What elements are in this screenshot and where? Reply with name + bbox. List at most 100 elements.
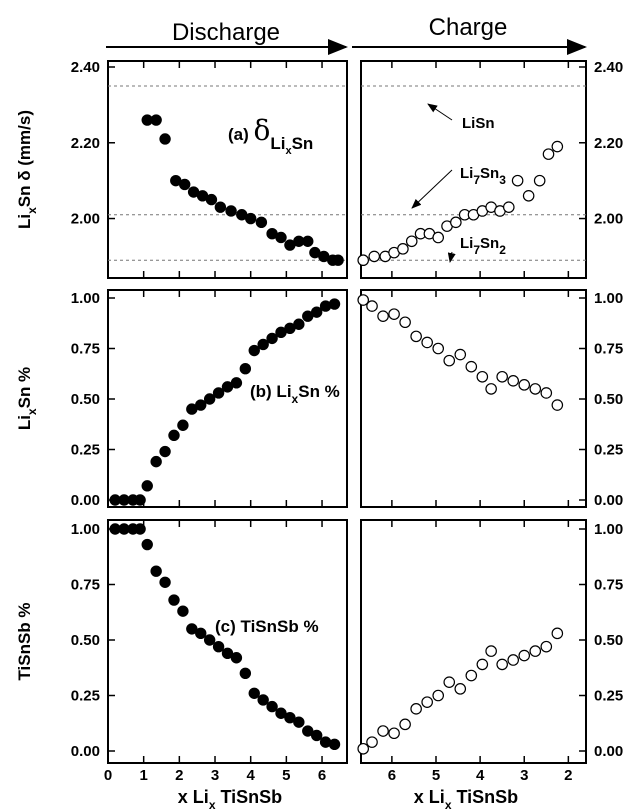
x-tick-label: 1 <box>139 767 147 784</box>
x-tick-label: 3 <box>520 767 528 784</box>
charge-point <box>366 300 378 312</box>
charge-point <box>507 654 520 666</box>
charge-point <box>368 250 381 263</box>
y-tick-label: 0.50 <box>71 632 100 649</box>
x-tick-label: 3 <box>211 767 219 784</box>
reference-label: Li7Sn2 <box>460 235 506 257</box>
y-tick-label: 0.50 <box>71 391 100 408</box>
y-tick-label-right: 0.50 <box>594 632 623 649</box>
discharge-point <box>195 399 207 411</box>
charge-point <box>388 308 400 320</box>
charge-point <box>540 640 553 653</box>
axes-frame-discharge <box>107 519 348 764</box>
charge-point <box>443 354 456 367</box>
y-tick-label-right: 0.50 <box>594 391 623 408</box>
discharge-point <box>214 201 227 213</box>
discharge-point <box>332 254 344 266</box>
y-tick-label-right: 2.00 <box>594 211 623 228</box>
discharge-point <box>275 707 287 719</box>
charge-point <box>388 727 400 740</box>
charge-point <box>476 370 489 383</box>
discharge-point <box>293 318 305 330</box>
discharge-point <box>177 419 189 431</box>
y-tick-label: 0.00 <box>71 743 100 760</box>
charge-point <box>529 383 542 395</box>
y-tick-label: 0.75 <box>71 577 100 594</box>
discharge-point <box>212 387 225 399</box>
charge-point <box>443 676 456 688</box>
charge-point <box>551 140 564 153</box>
charge-point <box>522 190 535 202</box>
y-tick-label-right: 1.00 <box>594 521 623 538</box>
y-tick-label: 0.25 <box>71 688 100 705</box>
charge-point <box>485 645 497 657</box>
discharge-point <box>159 576 171 588</box>
x-tick-label: 4 <box>247 767 256 784</box>
y-tick-label: 2.40 <box>71 59 100 76</box>
discharge-point <box>302 235 314 247</box>
charge-point <box>454 683 467 695</box>
y-tick-label: 1.00 <box>71 290 100 307</box>
y-tick-label: 0.75 <box>71 341 100 358</box>
charge-point <box>410 703 422 715</box>
discharge-point <box>141 538 153 551</box>
discharge-point <box>239 363 252 375</box>
discharge-point <box>302 725 314 737</box>
discharge-point <box>266 700 278 713</box>
discharge-point <box>168 594 180 606</box>
charge-point <box>421 336 433 349</box>
charge-point <box>518 649 531 662</box>
charge-point <box>357 742 370 755</box>
axes-frame-discharge <box>107 60 348 279</box>
x-tick-label: 0 <box>104 767 112 784</box>
charge-point <box>533 174 546 187</box>
discharge-point <box>134 494 146 506</box>
charge-point <box>450 216 462 229</box>
panel-label: (b) LixSn % <box>250 382 340 406</box>
charge-point <box>511 174 524 187</box>
charge-point <box>366 736 378 748</box>
charge-point <box>540 387 553 399</box>
reference-arrow <box>447 251 456 263</box>
discharge-point <box>203 393 216 405</box>
charge-point <box>507 375 520 387</box>
charge-point <box>496 370 508 383</box>
charge-point <box>405 235 418 248</box>
discharge-point <box>225 205 237 217</box>
discharge-point <box>310 306 323 318</box>
discharge-point <box>134 523 146 535</box>
charge-point <box>397 243 409 255</box>
discharge-point <box>284 712 296 724</box>
discharge-point <box>328 738 341 751</box>
y-tick-label-right: 2.40 <box>594 59 623 76</box>
discharge-point <box>159 133 171 145</box>
discharge-point <box>230 652 243 664</box>
discharge-point <box>178 178 191 191</box>
panel-label: (c) TiSnSb % <box>215 617 319 636</box>
discharge-point <box>244 212 257 225</box>
panel-label: (a) δLixSn <box>228 114 313 157</box>
discharge-point <box>221 647 234 660</box>
charge-point <box>476 658 489 671</box>
charge-point <box>399 718 411 731</box>
charge-point <box>529 645 542 657</box>
y-tick-label-right: 1.00 <box>594 290 623 307</box>
y-tick-label-right: 0.75 <box>594 341 623 358</box>
discharge-point <box>257 694 269 706</box>
discharge-point <box>168 429 180 442</box>
discharge-point <box>275 231 287 244</box>
y-tick-label: 2.20 <box>71 135 100 152</box>
discharge-point <box>266 332 278 345</box>
discharge-point <box>257 338 269 351</box>
discharge-point <box>141 480 153 492</box>
charge-point <box>399 316 411 329</box>
charge-point <box>432 342 445 355</box>
discharge-point <box>205 193 218 206</box>
x-tick-label: 6 <box>318 767 326 784</box>
discharge-point <box>150 455 162 468</box>
charge-point <box>432 689 445 702</box>
charge-point <box>485 383 497 395</box>
reference-label: Li7Sn3 <box>460 165 506 187</box>
x-axis-label-charge: x Lix TiSnSb <box>414 787 518 810</box>
